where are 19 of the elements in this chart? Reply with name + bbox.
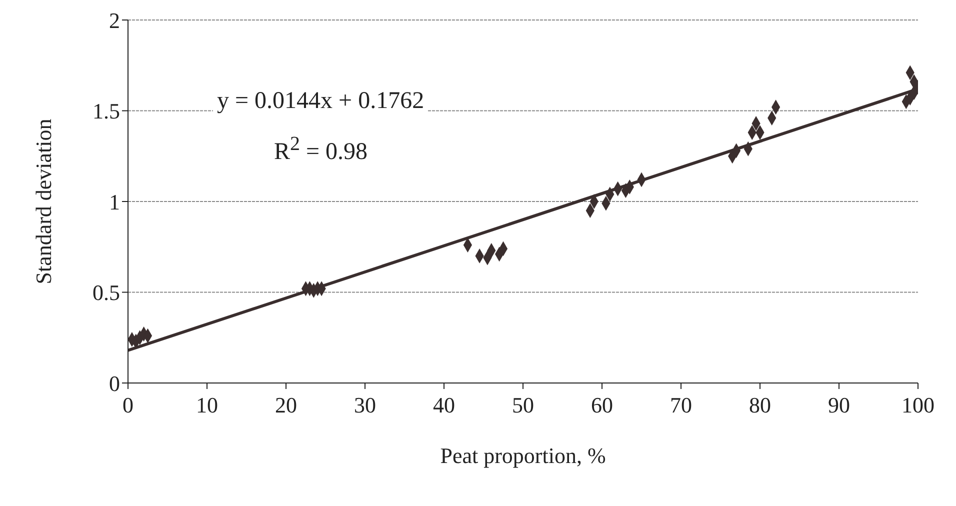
y-tick-label: 1: [109, 189, 120, 214]
x-tick-label: 40: [433, 392, 455, 418]
y-axis-title: Standard deviation: [30, 118, 56, 284]
x-tick-label: 50: [512, 392, 534, 418]
x-tick-label: 100: [902, 392, 934, 418]
y-tick-label: 1.5: [92, 98, 120, 124]
x-tick-label: 30: [354, 392, 376, 418]
x-tick-label: 90: [828, 392, 850, 418]
x-tick-label: 80: [749, 392, 771, 418]
x-tick-label: 60: [591, 392, 613, 418]
y-tick-label: 2: [109, 8, 120, 33]
y-tick-label: 0: [109, 370, 120, 396]
x-axis-title: Peat proportion, %: [440, 443, 606, 468]
x-tick-label: 20: [275, 392, 297, 418]
x-tick-label: 70: [670, 392, 692, 418]
y-tick-label: 0.5: [92, 280, 120, 306]
x-tick-label: 10: [196, 392, 218, 418]
annotation: y = 0.0144x + 0.1762: [213, 88, 428, 115]
annotation: R$^{2}$ = 0.98: [270, 133, 372, 166]
